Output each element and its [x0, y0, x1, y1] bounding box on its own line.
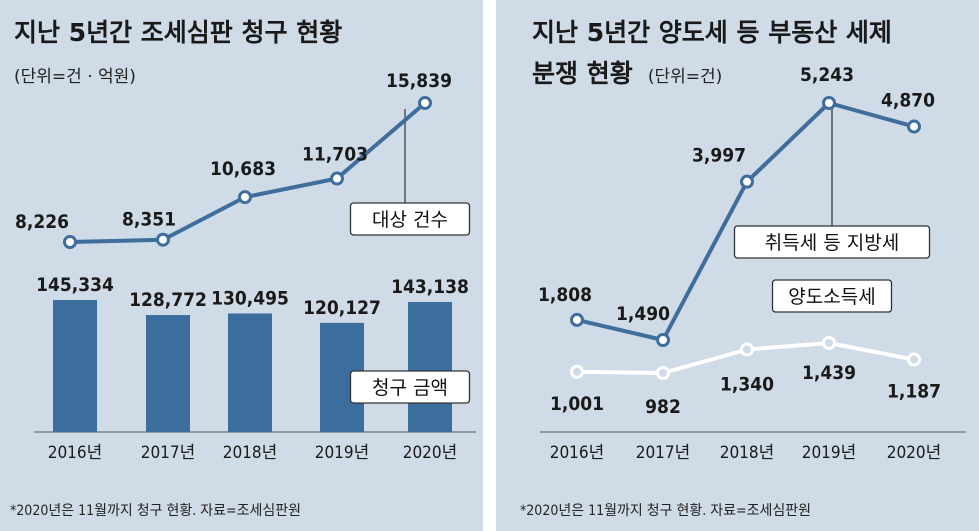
point-local-tax-0	[570, 312, 584, 327]
bar-value-label-3: 120,127	[303, 297, 381, 319]
bar-claim-amount-1	[146, 315, 190, 432]
point-case-count-4	[418, 96, 432, 110]
right-x-tick-3: 2019년	[802, 443, 857, 463]
left-x-tick-3: 2019년	[315, 443, 370, 463]
point-label-case-count-2: 10,683	[210, 158, 276, 180]
point-label-capital-gains-tax-0: 1,001	[550, 393, 604, 415]
point-label-capital-gains-tax-4: 1,187	[887, 381, 941, 403]
chart-marks: 145,334 128,772 130,495 120,127 143,138 2016년…	[15, 64, 941, 463]
right-chart-title-line1: 지난 5년간 양도세 등 부동산 세제	[532, 18, 892, 47]
point-label-local-tax-3: 5,243	[800, 64, 854, 86]
point-capital-gains-tax-3	[822, 336, 836, 350]
left-footnote: *2020년은 11월까지 청구 현황. 자료=조세심판원	[10, 503, 301, 519]
right-x-tick-2: 2018년	[720, 443, 775, 463]
bar-value-label-4: 143,138	[391, 276, 469, 298]
point-local-tax-1	[656, 333, 670, 347]
point-local-tax-3	[822, 96, 836, 110]
point-local-tax-4	[907, 119, 921, 134]
point-label-case-count-3: 11,703	[302, 144, 368, 166]
right-x-tick-1: 2017년	[636, 443, 691, 463]
right-x-tick-0: 2016년	[550, 443, 605, 463]
legend-capital-gains-tax: 양도소득세	[788, 286, 875, 308]
left-x-tick-2: 2018년	[223, 443, 278, 463]
right-footnote: *2020년은 11월까지 청구 현황. 자료=조세심판원	[520, 503, 811, 519]
point-label-case-count-1: 8,351	[122, 209, 176, 231]
right-chart-title-line2: 분쟁 현황	[532, 59, 633, 88]
point-label-local-tax-0: 1,808	[538, 284, 592, 306]
legend-claim-amount-box	[349, 370, 471, 404]
point-case-count-3	[330, 171, 344, 186]
point-label-capital-gains-tax-1: 982	[645, 396, 681, 418]
right-chart-unit-note: (단위=건)	[648, 67, 722, 87]
point-label-case-count-0: 8,226	[15, 211, 69, 233]
point-label-local-tax-1: 1,490	[616, 303, 670, 325]
point-label-local-tax-4: 4,870	[881, 90, 935, 112]
left-x-tick-4: 2020년	[403, 443, 458, 463]
point-label-capital-gains-tax-3: 1,439	[802, 362, 856, 384]
point-capital-gains-tax-4	[907, 352, 921, 367]
left-x-tick-1: 2017년	[141, 443, 196, 463]
point-case-count-2	[238, 190, 252, 205]
bar-claim-amount-4	[408, 301, 452, 432]
left-chart-title: 지난 5년간 조세심판 청구 현황	[14, 18, 342, 47]
legend-local-tax: 취득세 등 지방세	[765, 232, 899, 254]
left-chart-unit-note: (단위=건 · 억원)	[14, 67, 136, 87]
legend-case-count: 대상 건수	[372, 209, 448, 231]
legend-capital-gains-tax-box	[771, 279, 893, 313]
point-case-count-0	[63, 235, 77, 249]
legend-local-tax-box	[733, 225, 931, 259]
bar-value-label-1: 128,772	[129, 289, 207, 311]
point-capital-gains-tax-0	[570, 364, 584, 379]
right-panel-background	[496, 0, 979, 531]
point-capital-gains-tax-1	[656, 366, 670, 380]
bar-claim-amount-2	[228, 313, 272, 432]
point-label-capital-gains-tax-2: 1,340	[720, 373, 774, 395]
left-x-tick-0: 2016년	[48, 443, 103, 463]
left-panel-background	[0, 0, 483, 531]
bar-value-label-0: 145,334	[36, 274, 114, 296]
right-x-tick-4: 2020년	[887, 443, 942, 463]
right-chart-title-line2-group: 분쟁 현황 (단위=건)	[532, 59, 722, 88]
bar-claim-amount-0	[53, 300, 97, 432]
point-capital-gains-tax-2	[740, 342, 754, 357]
point-label-local-tax-2: 3,997	[692, 145, 746, 167]
point-local-tax-2	[740, 174, 754, 189]
bar-value-label-2: 130,495	[211, 287, 289, 309]
legend-case-count-box	[349, 202, 471, 236]
legend-claim-amount: 청구 금액	[372, 377, 448, 399]
point-label-case-count-4: 15,839	[386, 70, 452, 92]
point-case-count-1	[156, 232, 170, 247]
